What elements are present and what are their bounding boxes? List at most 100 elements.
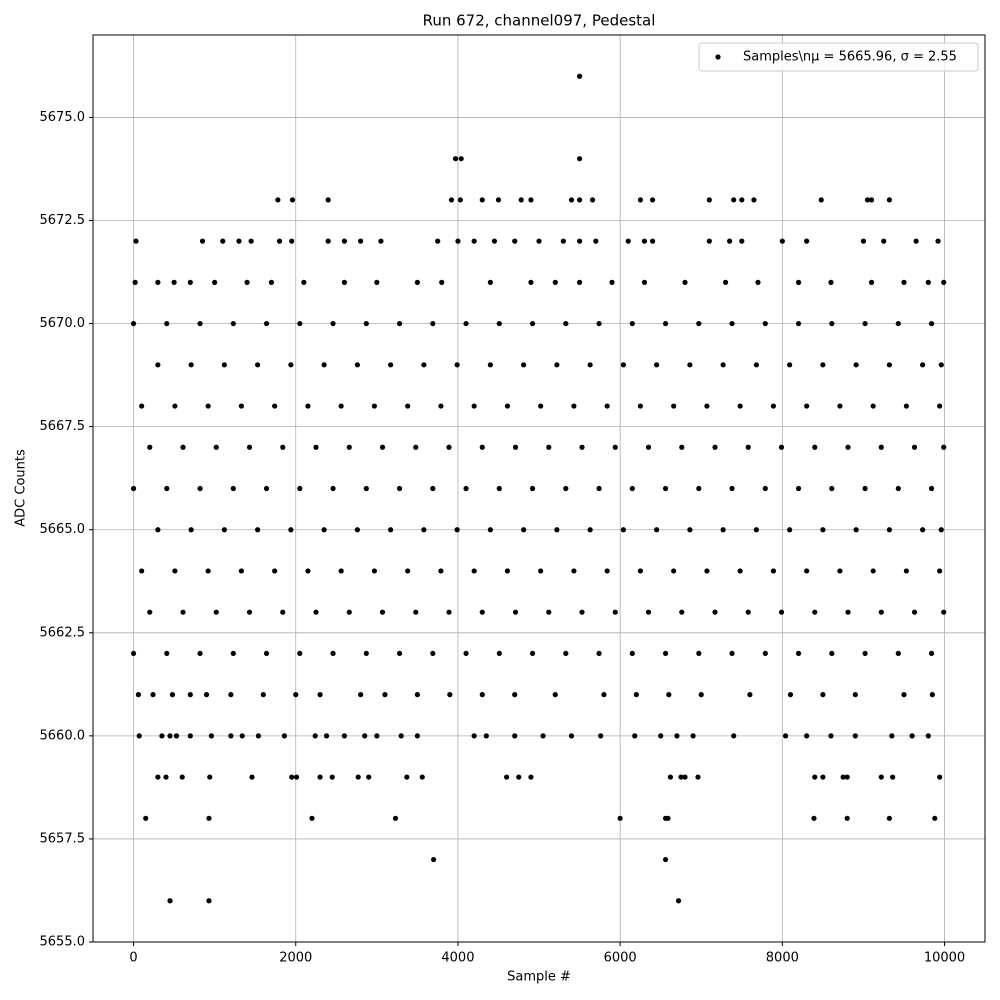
point: [881, 238, 887, 244]
point: [633, 692, 639, 698]
point: [180, 609, 186, 615]
point: [529, 485, 536, 492]
point: [576, 279, 583, 285]
point: [159, 733, 165, 739]
point: [173, 733, 180, 739]
point: [540, 733, 546, 739]
point: [678, 774, 684, 780]
point: [447, 692, 453, 698]
point: [512, 733, 518, 739]
point: [504, 774, 510, 780]
point: [862, 485, 868, 492]
point: [263, 650, 270, 657]
point: [560, 238, 566, 244]
point: [895, 650, 901, 657]
point: [938, 362, 944, 368]
point: [197, 485, 203, 492]
point: [696, 485, 702, 492]
point: [620, 362, 626, 368]
point: [911, 609, 918, 615]
point: [937, 568, 943, 574]
point: [228, 733, 234, 739]
point: [729, 650, 735, 657]
point: [136, 733, 142, 739]
point: [496, 485, 502, 492]
point: [323, 733, 330, 739]
point: [546, 609, 552, 615]
x-tick-label: 10000: [924, 951, 965, 966]
point: [355, 774, 361, 780]
point: [338, 568, 344, 574]
point: [504, 403, 511, 409]
point: [868, 197, 875, 203]
point: [941, 609, 947, 615]
point: [737, 568, 743, 574]
point: [762, 485, 768, 492]
y-tick-label: 5662.5: [40, 625, 86, 640]
point: [654, 527, 660, 533]
point: [301, 279, 307, 285]
point: [818, 197, 824, 203]
point: [589, 197, 596, 203]
point: [414, 692, 420, 698]
point: [458, 156, 464, 162]
point: [172, 403, 178, 409]
point: [751, 197, 757, 203]
point: [378, 238, 384, 244]
point: [463, 485, 469, 492]
point: [230, 485, 236, 492]
point: [941, 444, 947, 450]
y-tick-label: 5670.0: [40, 316, 86, 331]
point: [188, 362, 194, 368]
point: [358, 238, 364, 244]
point: [207, 774, 213, 780]
point: [925, 279, 931, 285]
point: [853, 527, 859, 533]
point: [363, 320, 369, 327]
point: [862, 320, 868, 327]
point: [938, 527, 944, 533]
point: [297, 320, 303, 327]
point: [446, 444, 452, 450]
point: [829, 485, 835, 492]
point: [682, 279, 688, 285]
point: [886, 362, 892, 368]
point: [396, 485, 403, 492]
y-tick-label: 5667.5: [40, 419, 86, 434]
point: [496, 320, 502, 327]
point: [463, 320, 469, 327]
point: [228, 692, 234, 698]
point: [576, 238, 583, 244]
point: [903, 568, 910, 574]
point: [604, 568, 610, 574]
point: [820, 362, 826, 368]
point: [928, 320, 935, 327]
point: [263, 320, 270, 327]
point: [491, 238, 498, 244]
point: [729, 485, 735, 492]
point: [197, 650, 203, 657]
point: [837, 403, 843, 409]
point: [479, 197, 485, 203]
x-tick-label: 2000: [279, 951, 312, 966]
point: [512, 692, 518, 698]
point: [438, 568, 444, 574]
point: [845, 609, 851, 615]
point: [169, 692, 176, 698]
point: [305, 403, 311, 409]
point: [762, 320, 768, 327]
point: [901, 692, 907, 698]
point: [690, 733, 696, 739]
point: [571, 403, 577, 409]
point: [620, 527, 626, 533]
point: [248, 238, 254, 244]
point: [487, 279, 493, 285]
y-tick-label: 5660.0: [40, 728, 86, 743]
point: [579, 609, 585, 615]
point: [255, 362, 261, 368]
point: [479, 692, 485, 698]
y-tick-label: 5672.5: [40, 213, 86, 228]
point: [878, 774, 884, 780]
point: [155, 774, 161, 780]
point: [187, 733, 193, 739]
